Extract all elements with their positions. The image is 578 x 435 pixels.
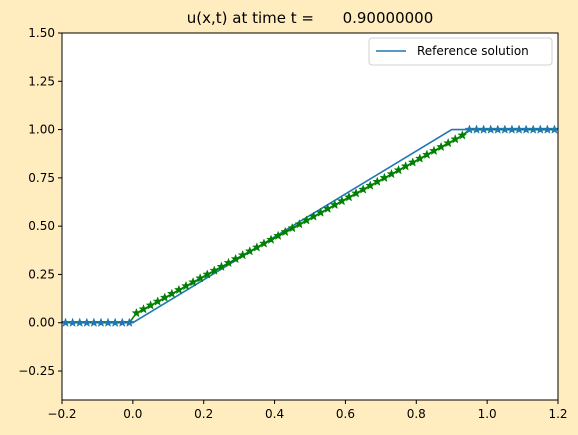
solution-marker (195, 273, 206, 283)
y-tick-label: 0.75 (28, 171, 55, 185)
chart-title: u(x,t) at time t = 0.90000000 (187, 9, 434, 27)
solution-marker (407, 157, 418, 167)
solution-marker (258, 238, 269, 248)
plot-frame (61, 32, 559, 401)
plot-area (62, 33, 558, 400)
series-layer (60, 124, 560, 327)
y-tick-label: 0.25 (28, 267, 55, 281)
solution-marker (266, 234, 276, 244)
x-tick-label: 0.4 (265, 407, 284, 421)
solution-marker (344, 191, 354, 202)
y-tick-label: 1.00 (28, 123, 55, 137)
solution-marker (443, 137, 454, 148)
y-tick-label: −0.25 (18, 364, 55, 378)
solution-marker (358, 184, 369, 194)
solution-marker (145, 300, 156, 310)
solution-marker (244, 246, 255, 256)
legend: Reference solution (368, 37, 553, 66)
numerical-solution-line (65, 128, 555, 324)
solution-marker (329, 199, 340, 210)
y-axis: −0.25 0.00 0.25 0.50 0.75 1.00 1.25 1.50 (18, 26, 62, 378)
solution-marker (188, 276, 199, 287)
x-axis: −0.2 0.0 0.2 0.4 0.6 0.8 1.0 1.2 (47, 400, 568, 421)
solution-marker (138, 304, 149, 314)
x-tick-label: 0.0 (123, 407, 142, 421)
solution-marker (223, 257, 234, 268)
solution-marker (181, 280, 191, 291)
solution-marker (421, 149, 432, 159)
solution-marker (322, 203, 333, 213)
solution-marker (400, 161, 411, 171)
legend-box (368, 37, 553, 66)
solution-marker (280, 226, 291, 237)
solution-marker (379, 172, 390, 183)
solution-marker (301, 215, 312, 225)
solution-marker (450, 134, 461, 144)
solution-marker (429, 145, 439, 156)
solution-marker (209, 265, 220, 275)
legend-label: Reference solution (417, 44, 529, 58)
x-tick-label: 0.8 (407, 407, 426, 421)
x-tick-label: 1.0 (478, 407, 497, 421)
y-tick-label: 0.50 (28, 219, 55, 233)
solution-marker (152, 296, 163, 306)
y-tick-label: 1.25 (28, 74, 55, 88)
y-tick-label: 1.50 (28, 26, 55, 40)
solution-marker (202, 269, 213, 279)
solution-marker (308, 211, 319, 221)
solution-marker (436, 141, 447, 152)
solution-marker (386, 168, 397, 179)
solution-marker (287, 222, 298, 233)
solution-marker (393, 164, 404, 175)
solution-marker (216, 261, 227, 271)
solution-marker (365, 180, 376, 190)
y-tick-label: 0.00 (28, 316, 55, 330)
solution-marker (173, 284, 184, 295)
solution-marker (124, 317, 135, 327)
solution-marker (251, 242, 262, 252)
solution-marker (237, 249, 248, 260)
solution-marker (315, 207, 326, 217)
solution-marker (159, 292, 170, 302)
x-tick-label: 0.6 (336, 407, 355, 421)
solution-marker (294, 219, 305, 229)
solution-marker (230, 253, 241, 264)
solution-marker (414, 153, 425, 163)
solution-marker (336, 195, 347, 206)
solution-marker (273, 230, 284, 241)
x-tick-label: 1.2 (548, 407, 567, 421)
x-tick-label: 0.2 (194, 407, 213, 421)
solution-marker (351, 188, 362, 198)
solution-marker (457, 130, 468, 140)
solution-marker (131, 307, 142, 318)
solution-marker (372, 176, 383, 186)
solution-marker (166, 288, 177, 298)
x-tick-label: −0.2 (47, 407, 76, 421)
